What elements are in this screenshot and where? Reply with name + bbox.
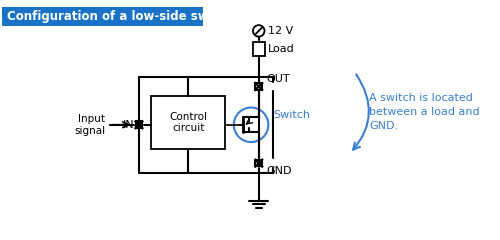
Text: 12 V: 12 V — [268, 26, 293, 36]
Text: Load: Load — [268, 44, 295, 54]
Text: GND: GND — [266, 166, 292, 176]
Bar — [152, 96, 225, 149]
Text: Control
circuit: Control circuit — [170, 112, 207, 133]
Text: Switch: Switch — [273, 110, 310, 120]
Text: Configuration of a low-side switch: Configuration of a low-side switch — [6, 10, 234, 23]
Text: A switch is located
between a load and
GND.: A switch is located between a load and G… — [369, 93, 480, 131]
FancyArrowPatch shape — [353, 74, 369, 150]
Text: OUT: OUT — [266, 74, 290, 84]
Bar — [253, 42, 264, 56]
Circle shape — [234, 108, 268, 142]
Circle shape — [253, 25, 264, 37]
Bar — [256, 83, 262, 90]
Bar — [136, 121, 142, 128]
Bar — [256, 160, 262, 167]
Text: IN: IN — [122, 120, 134, 130]
Text: Input
signal: Input signal — [74, 114, 106, 136]
FancyBboxPatch shape — [2, 7, 203, 26]
